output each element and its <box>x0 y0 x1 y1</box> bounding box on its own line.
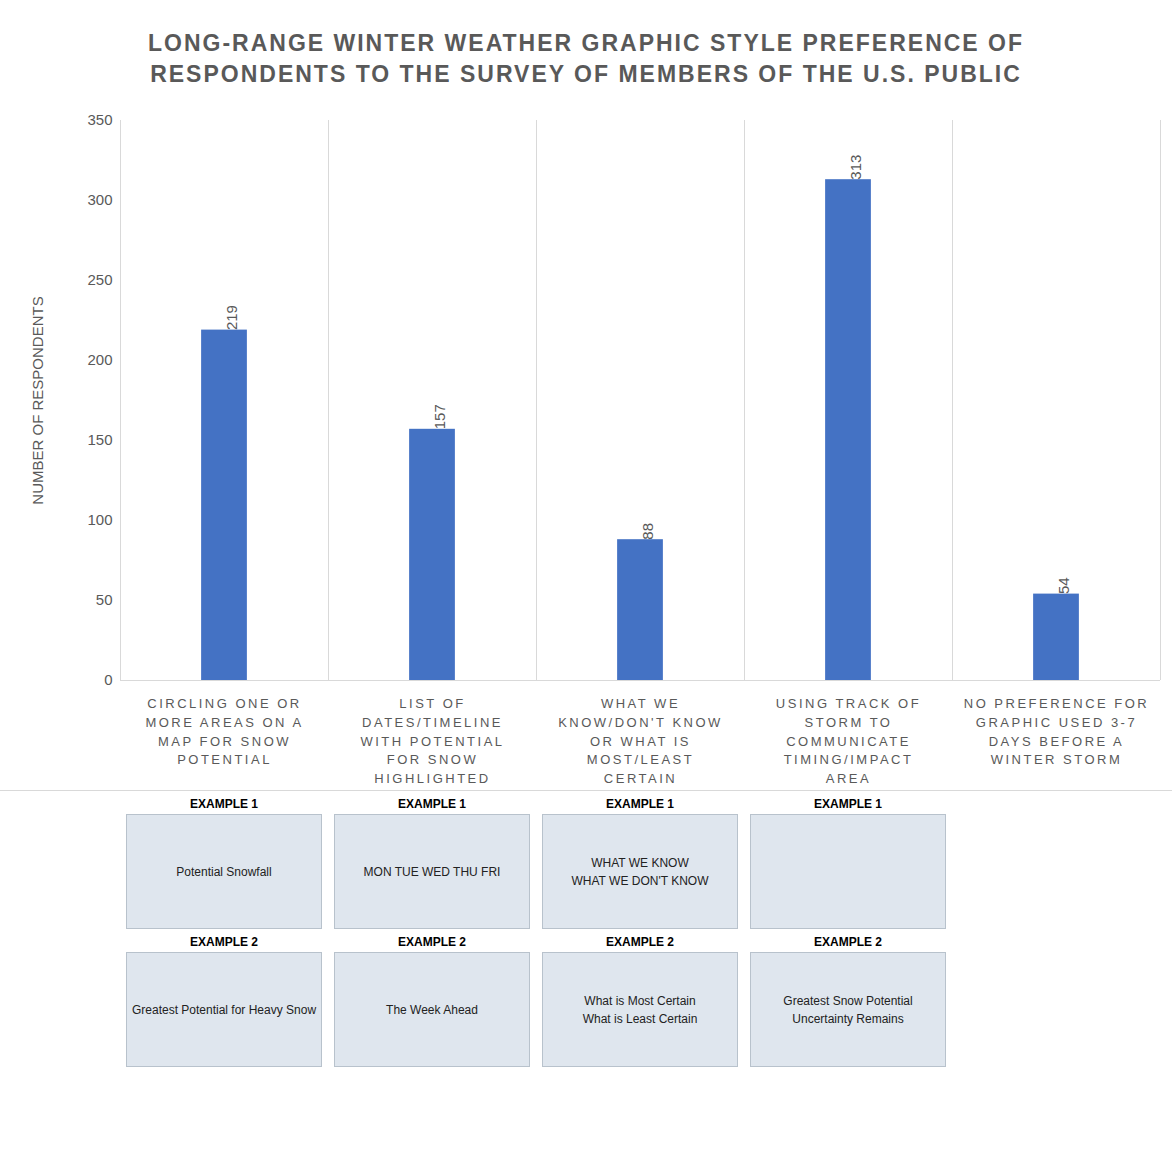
svg-text:88: 88 <box>639 523 656 540</box>
html-text:WHAT WE KNOW: WHAT WE KNOW <box>591 855 689 870</box>
html-text:EXAMPLE 2: EXAMPLE 2 <box>814 935 882 950</box>
svg-text:NUMBER OF RESPONDENTS: NUMBER OF RESPONDENTS <box>29 296 46 504</box>
svg-text:54: 54 <box>1055 578 1072 595</box>
svg-text:NO PREFERENCE FORGRAPHIC USED: NO PREFERENCE FORGRAPHIC USED 3-7DAYS BE… <box>964 696 1150 768</box>
svg-text:300: 300 <box>87 191 112 208</box>
html-text:WHAT WE DON'T KNOW: WHAT WE DON'T KNOW <box>571 873 709 888</box>
html-text:Greatest Potential for Heavy S: Greatest Potential for Heavy Snow <box>132 1002 316 1017</box>
html-text:Uncertainty Remains: Uncertainty Remains <box>792 1011 904 1026</box>
html-text:LONG-RANGE WINTER WEATHER GRAP: LONG-RANGE WINTER WEATHER GRAPHIC STYLE … <box>148 30 1024 87</box>
svg-text:CIRCLING ONE ORMORE AREAS ON A: CIRCLING ONE ORMORE AREAS ON AMAP FOR SN… <box>145 696 303 768</box>
html-text:Greatest Snow Potential: Greatest Snow Potential <box>783 993 913 1008</box>
svg-text:250: 250 <box>87 271 112 288</box>
svg-text:219: 219 <box>223 305 240 330</box>
svg-text:0: 0 <box>104 671 112 688</box>
html-text:EXAMPLE 1: EXAMPLE 1 <box>814 797 882 812</box>
html-text:EXAMPLE 1: EXAMPLE 1 <box>190 797 258 812</box>
svg-text:LIST OFDATES/TIMELINEWITH POTE: LIST OFDATES/TIMELINEWITH POTENTIALFOR S… <box>360 696 504 786</box>
svg-text:350: 350 <box>87 111 112 128</box>
html-text:EXAMPLE 2: EXAMPLE 2 <box>398 935 466 950</box>
html-text:MON TUE WED THU FRI: MON TUE WED THU FRI <box>363 864 501 879</box>
html-text:EXAMPLE 1: EXAMPLE 1 <box>398 797 466 812</box>
svg-text:100: 100 <box>87 511 112 528</box>
html-text:What is Least Certain: What is Least Certain <box>582 1011 698 1026</box>
svg-text:150: 150 <box>87 431 112 448</box>
svg-text:WHAT WEKNOW/DON'T KNOWOR WHAT: WHAT WEKNOW/DON'T KNOWOR WHAT ISMOST/LEA… <box>558 696 723 786</box>
html-text:EXAMPLE 1: EXAMPLE 1 <box>606 797 674 812</box>
svg-text:157: 157 <box>431 404 448 429</box>
svg-text:50: 50 <box>96 591 113 608</box>
svg-text:313: 313 <box>847 155 864 180</box>
html-text:EXAMPLE 2: EXAMPLE 2 <box>190 935 258 950</box>
html-text:Potential Snowfall: Potential Snowfall <box>176 864 272 879</box>
html-text:EXAMPLE 2: EXAMPLE 2 <box>606 935 674 950</box>
svg-text:USING TRACK OFSTORM TOCOMMUNIC: USING TRACK OFSTORM TOCOMMUNICATETIMING/… <box>776 696 921 786</box>
html-text:The Week Ahead: The Week Ahead <box>386 1002 478 1017</box>
html-text:What is Most Certain: What is Most Certain <box>584 993 696 1008</box>
svg-text:200: 200 <box>87 351 112 368</box>
